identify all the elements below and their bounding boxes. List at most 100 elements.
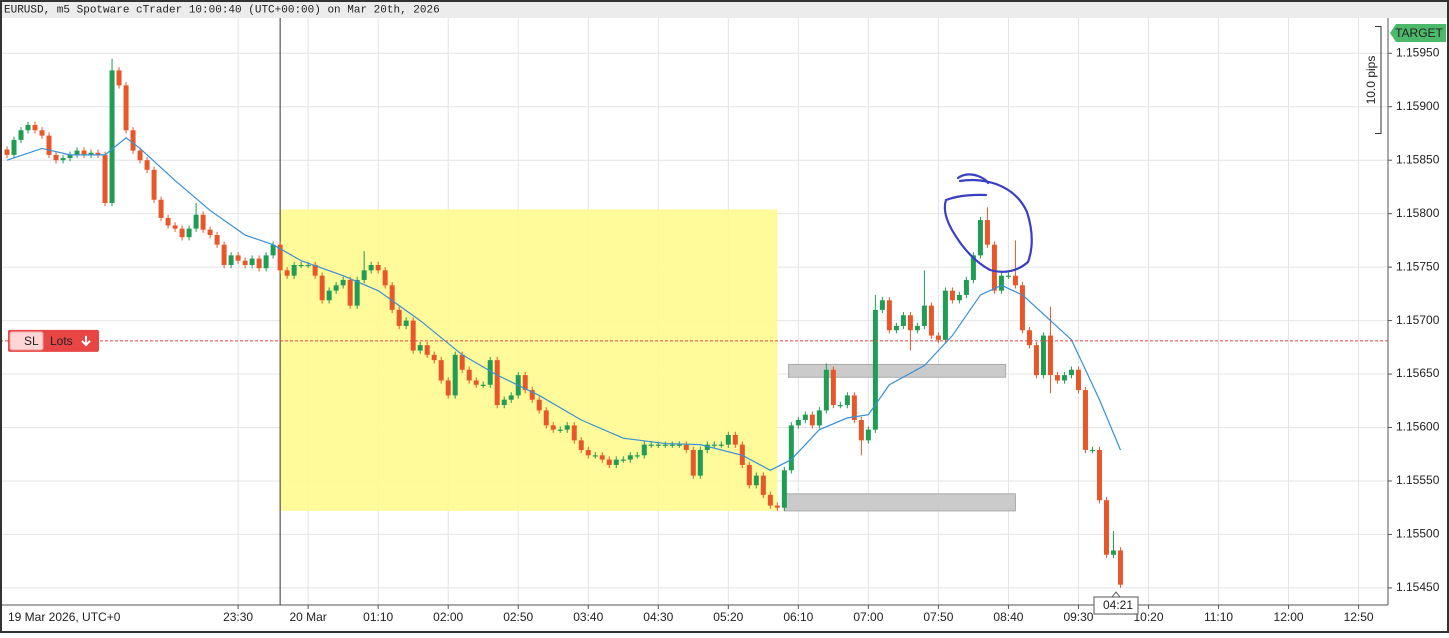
candle-body	[578, 440, 584, 450]
candle-body	[634, 455, 640, 457]
candle-body	[81, 150, 87, 155]
candle-body	[760, 475, 766, 495]
candle-body	[620, 459, 626, 461]
hand-drawn-circle	[943, 173, 1033, 273]
candle-body	[585, 449, 591, 456]
x-tick-label: 12:00	[1274, 610, 1304, 624]
candle-body	[606, 459, 612, 465]
candle-body	[816, 410, 822, 426]
candle-body	[88, 152, 94, 155]
candle-body	[1005, 275, 1011, 277]
x-tick-label: 05:20	[713, 610, 743, 624]
candle-body	[872, 309, 878, 430]
candle-body	[165, 217, 171, 226]
candle-body	[53, 154, 59, 161]
candle-body	[1047, 335, 1053, 376]
candle-body	[459, 354, 465, 370]
x-tick-label: 01:10	[363, 610, 393, 624]
y-tick-label: 1.15800	[1396, 206, 1440, 220]
candle-body	[998, 275, 1004, 291]
candle-body	[214, 235, 220, 245]
candle-body	[991, 244, 997, 291]
candle-body	[389, 285, 395, 310]
y-tick-label: 1.15500	[1396, 527, 1440, 541]
candle-body	[32, 124, 38, 131]
candle-body	[4, 149, 10, 155]
candle-body	[970, 255, 976, 280]
candle-body	[368, 264, 374, 271]
y-tick-label: 1.15600	[1396, 420, 1440, 434]
candle-body	[886, 300, 892, 331]
candle-body	[298, 264, 304, 267]
candle-body	[39, 130, 45, 136]
lots-label: Lots	[50, 334, 73, 348]
candle-body	[410, 320, 416, 351]
candle-body	[277, 244, 283, 271]
moving-average	[6, 136, 1122, 471]
candle-body	[1117, 550, 1123, 585]
candle-body	[431, 354, 437, 361]
stop-loss-button[interactable]	[9, 331, 44, 351]
candle-body	[256, 258, 262, 269]
candle-body	[949, 290, 955, 301]
candle-body	[942, 290, 948, 340]
candle-body	[879, 300, 885, 310]
stop-loss-label: SL	[24, 334, 39, 348]
candle-body	[767, 494, 773, 506]
lots-arrow[interactable]	[81, 335, 91, 347]
y-tick-label: 1.15700	[1396, 313, 1440, 327]
candle-body	[928, 305, 934, 336]
candle-body	[802, 414, 808, 421]
target-tag	[1390, 23, 1446, 42]
candle-body	[627, 455, 633, 460]
target-label: TARGET	[1395, 26, 1443, 40]
candle-body	[130, 130, 136, 151]
x-tick-label: 03:40	[573, 610, 603, 624]
overlays: SL Lots 10.0 pips	[0, 26, 1388, 471]
candle-body	[550, 425, 556, 430]
candle-body	[732, 434, 738, 445]
candle-body	[207, 229, 213, 236]
candle-body	[592, 455, 598, 457]
candle-body	[361, 270, 367, 280]
candle-body	[858, 420, 864, 441]
candle-body	[522, 375, 528, 391]
candle-body	[333, 285, 339, 291]
candle-body	[1096, 449, 1102, 501]
candle-body	[536, 399, 542, 411]
candle-body	[753, 475, 759, 486]
candle-body	[494, 360, 500, 406]
candle-body	[655, 444, 661, 446]
candle-body	[711, 444, 717, 446]
candle-body	[200, 214, 206, 230]
candle-body	[116, 70, 122, 86]
x-tick-label: 11:10	[1204, 610, 1233, 624]
candle-body	[445, 380, 451, 396]
countdown: 04:21	[1093, 591, 1139, 615]
candle-body	[1075, 369, 1081, 391]
x-tick-label: 09:30	[1063, 610, 1093, 624]
candle-body	[158, 199, 164, 218]
x-tick-label: 07:50	[923, 610, 953, 624]
candle-body	[193, 214, 199, 229]
candle-body	[571, 425, 577, 441]
candle-body	[1082, 390, 1088, 450]
candle-body	[690, 449, 696, 476]
candle-body	[25, 124, 31, 131]
candle-body	[963, 279, 969, 295]
candle-body	[746, 464, 752, 486]
y-tick-label: 1.15550	[1396, 473, 1440, 487]
candle-body	[151, 169, 157, 200]
candle-body	[1068, 369, 1074, 376]
candle-body	[543, 410, 549, 426]
candle-body	[704, 444, 710, 450]
candle-body	[186, 228, 192, 238]
candle-body	[375, 264, 381, 271]
candle-body	[599, 455, 605, 460]
candle-body	[795, 420, 801, 426]
candle-body	[648, 444, 654, 446]
candle-body	[60, 158, 66, 161]
candle-body	[242, 260, 248, 265]
